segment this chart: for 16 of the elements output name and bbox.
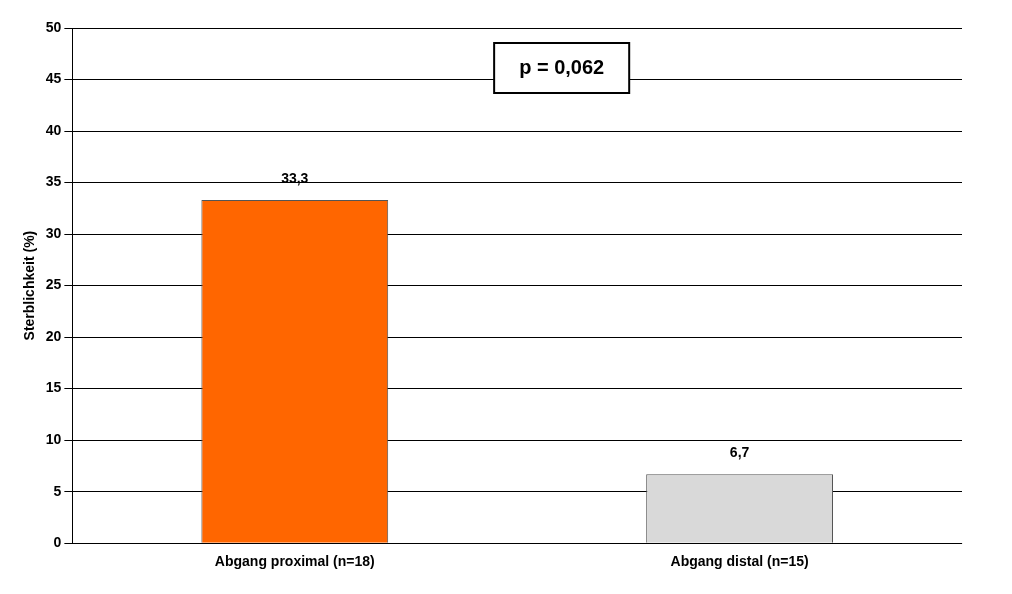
y-tick-label: 50 <box>45 18 62 35</box>
y-tick-label: 45 <box>45 70 62 87</box>
y-tick-label: 40 <box>45 121 62 138</box>
y-tick-label: 0 <box>53 534 62 551</box>
x-tick-label: Abgang distal (n=15) <box>670 553 809 570</box>
y-tick-label: 35 <box>45 173 62 190</box>
y-tick-label: 20 <box>45 327 62 344</box>
y-tick-label: 15 <box>45 379 62 396</box>
y-tick-label: 10 <box>45 431 62 448</box>
annotation: p = 0,062 <box>519 55 605 78</box>
y-axis-title: Sterblichkeit (%) <box>21 230 38 341</box>
y-tick-label: 25 <box>45 276 62 293</box>
data-label: 6,7 <box>729 444 750 461</box>
x-tick-label: Abgang proximal (n=18) <box>214 553 375 570</box>
y-tick-label: 30 <box>45 224 62 241</box>
y-tick-label: 5 <box>53 482 62 499</box>
